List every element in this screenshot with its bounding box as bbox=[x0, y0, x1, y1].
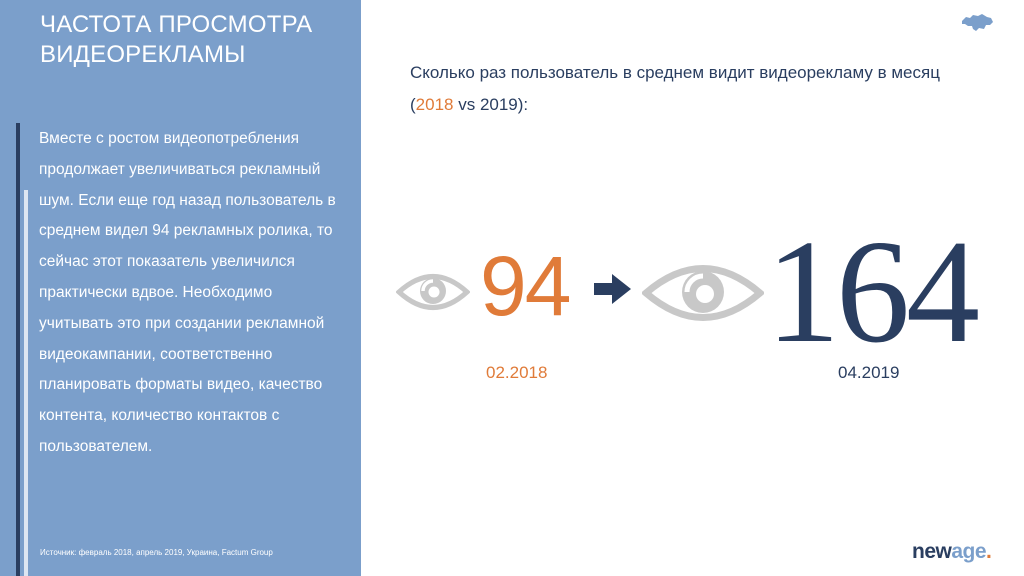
highlight-year: 2018 bbox=[415, 95, 454, 114]
source-note: Источник: февраль 2018, апрель 2019, Укр… bbox=[40, 548, 273, 557]
ukraine-map-icon bbox=[962, 14, 993, 31]
stat-date-2018: 02.2018 bbox=[486, 363, 548, 382]
stat-value-2019: 164 bbox=[766, 210, 980, 374]
accent-bar bbox=[16, 123, 20, 576]
stat-date-2019: 04.2019 bbox=[838, 363, 900, 382]
brand-logo: newage. bbox=[912, 540, 992, 563]
description-text: Вместе с ростом видеопотребления продолж… bbox=[39, 130, 336, 455]
stat-value-2018: 94 bbox=[480, 239, 571, 333]
eye-icon bbox=[396, 274, 470, 310]
question-text: Сколько раз пользователь в среднем видит… bbox=[410, 63, 940, 114]
slide-title: ЧАСТОТА ПРОСМОТРА ВИДЕОРЕКЛАМЫ bbox=[40, 11, 313, 68]
accent-bar-light bbox=[24, 190, 28, 576]
eye-icon bbox=[642, 265, 764, 321]
sidebar-panel: ЧАСТОТА ПРОСМОТРА ВИДЕОРЕКЛАМЫ Вместе с … bbox=[0, 0, 361, 576]
arrow-right-icon bbox=[594, 274, 631, 304]
